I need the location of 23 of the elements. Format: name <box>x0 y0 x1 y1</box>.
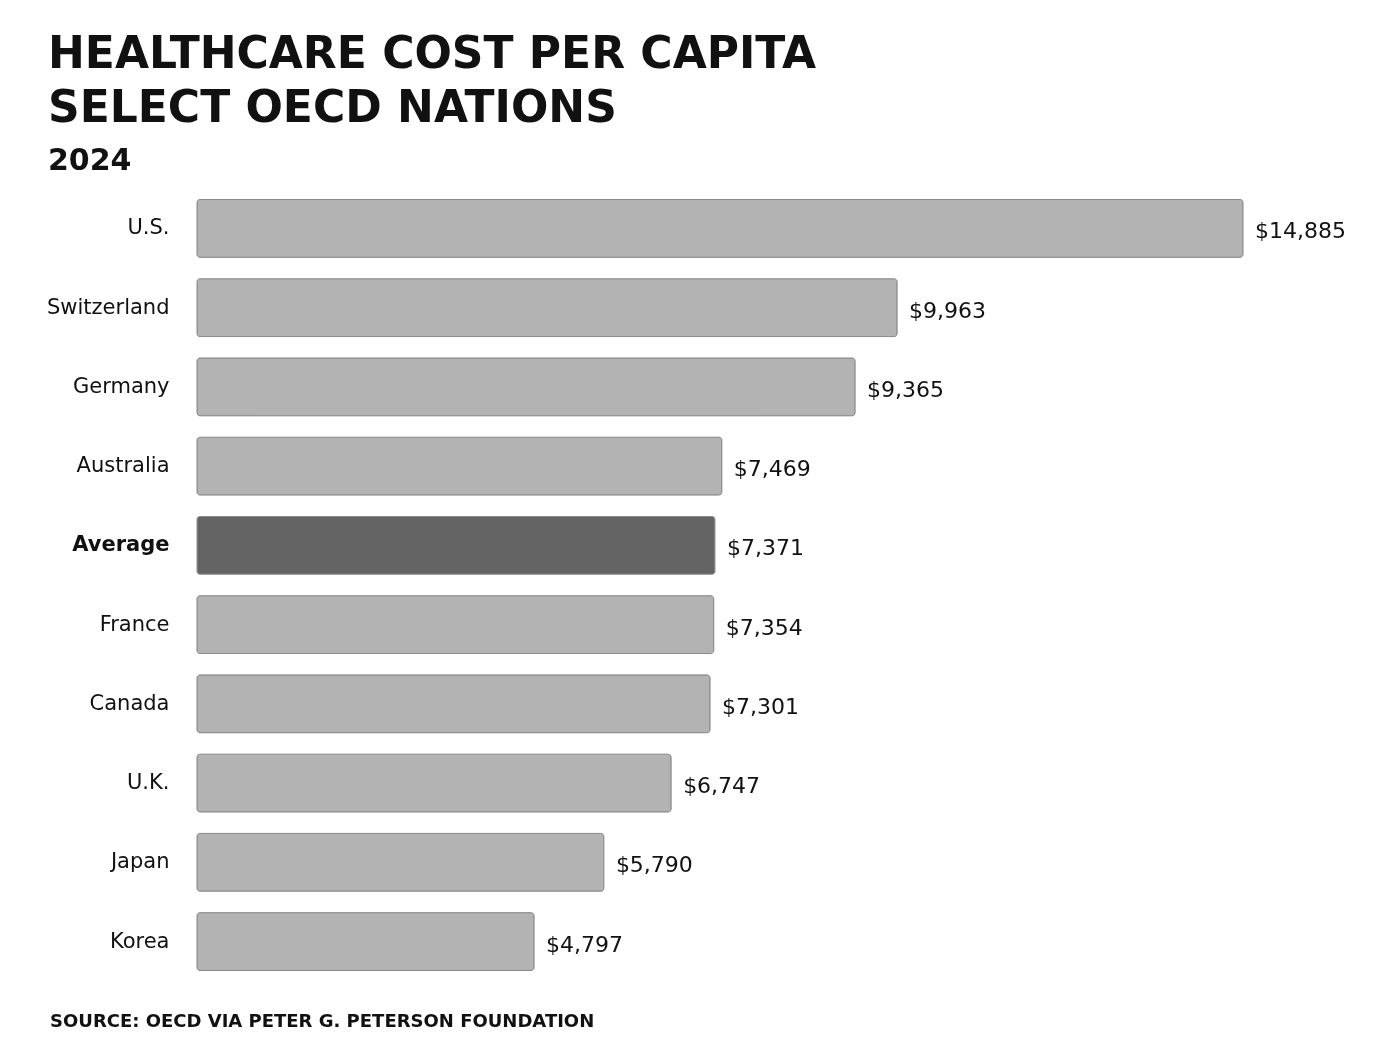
data-label: $14,885 <box>1255 218 1346 244</box>
y-tick-label: Average <box>72 532 170 557</box>
y-tick-label: Canada <box>89 690 170 715</box>
y-tick-label: Australia <box>76 453 170 478</box>
y-tick-label: Switzerland <box>47 294 170 319</box>
data-label: $7,354 <box>725 614 803 640</box>
source-note: SOURCE: OECD VIA PETER G. PETERSON FOUNDATION <box>50 1010 595 1031</box>
chart-title: HEALTHCARE COST PER CAPITA SELECT OECD NATIONS <box>48 26 816 134</box>
data-label: $4,797 <box>546 931 624 957</box>
data-label: $7,371 <box>726 535 804 561</box>
y-tick-label: Japan <box>108 849 170 874</box>
data-label: $6,747 <box>683 773 761 799</box>
data-label: $9,963 <box>909 297 987 323</box>
y-tick-label: Korea <box>109 928 170 953</box>
y-tick-label: France <box>99 611 170 636</box>
data-label: $5,790 <box>615 852 693 878</box>
y-tick-label: Germany <box>72 373 170 398</box>
y-tick-label: U.K. <box>127 770 170 795</box>
y-tick-label: U.S. <box>127 215 170 240</box>
data-label: $7,301 <box>722 693 800 719</box>
chart-subtitle: 2024 <box>48 142 132 177</box>
data-label: $9,365 <box>867 376 945 402</box>
data-label: $7,469 <box>733 456 811 482</box>
